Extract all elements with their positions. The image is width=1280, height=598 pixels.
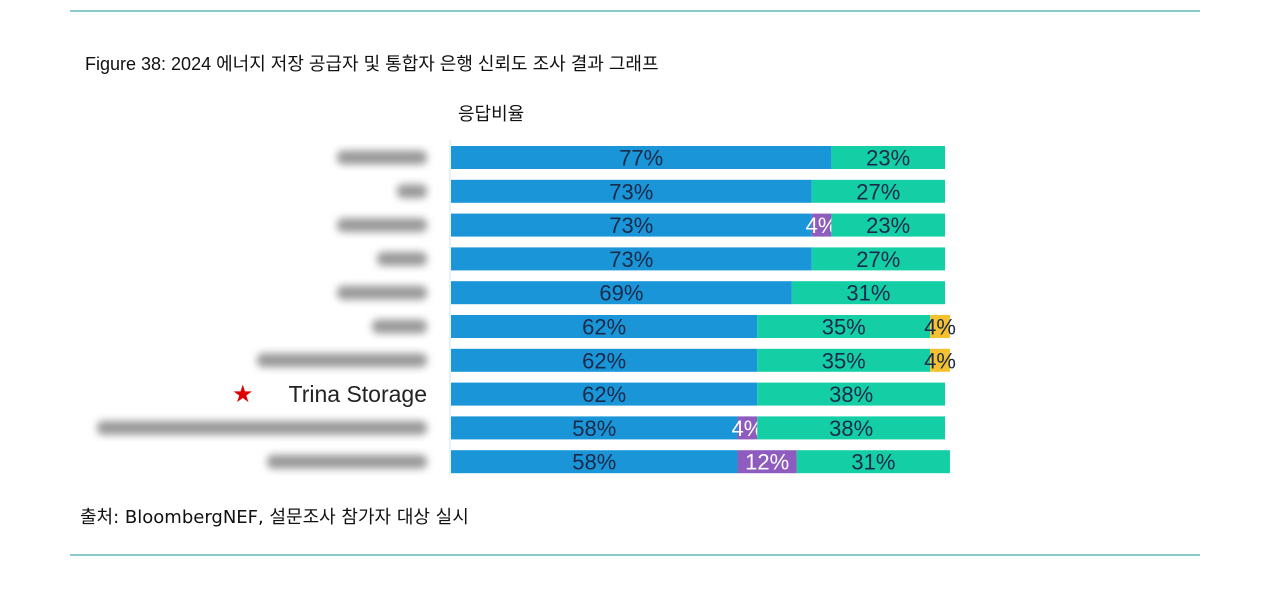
data-label: 38% (829, 382, 873, 407)
data-label: 73% (609, 247, 653, 272)
data-label: 12% (745, 450, 789, 475)
bottom-rule (70, 554, 1200, 556)
bar-segment (930, 315, 950, 338)
bar-segment (757, 315, 931, 338)
bar-segment (831, 146, 945, 169)
blurred-category-label (377, 251, 427, 266)
bar-segment (757, 348, 931, 372)
bar-segment (451, 450, 738, 474)
data-label: 77% (619, 146, 663, 171)
blurred-category-label (257, 353, 427, 368)
data-label: 35% (822, 315, 866, 340)
bar-segment (831, 213, 945, 237)
data-label: 23% (866, 146, 910, 171)
chart-subtitle: 응답비율 (458, 104, 525, 125)
data-label: 27% (856, 179, 900, 204)
source-note: 출처: BloombergNEF, 설문조사 참가자 대상 실시 (80, 507, 469, 528)
bar-segment (930, 348, 950, 372)
bar-segment (451, 213, 812, 237)
red-star-icon: ★ (232, 380, 254, 408)
bar-segment (737, 416, 758, 440)
bar-segment (791, 281, 945, 305)
blurred-category-label (397, 184, 427, 199)
top-rule (70, 10, 1200, 12)
data-label: 62% (582, 348, 626, 373)
data-label: 4% (924, 348, 956, 373)
bar-segment (451, 247, 812, 271)
bar-segment (811, 247, 945, 271)
blurred-category-label (97, 420, 427, 435)
bar-segment (451, 315, 758, 338)
data-label: 31% (851, 450, 895, 475)
data-label: 58% (572, 450, 616, 475)
data-label: 27% (856, 247, 900, 272)
bar-segment (451, 146, 832, 169)
data-label: 73% (609, 179, 653, 204)
bar-segment (451, 179, 812, 203)
data-label: 35% (822, 348, 866, 373)
data-label: 38% (829, 416, 873, 441)
blurred-category-label (337, 218, 427, 233)
data-label: 73% (609, 213, 653, 238)
data-label: 23% (866, 213, 910, 238)
data-label: 69% (599, 281, 643, 306)
bar-segment (451, 281, 792, 305)
bar-segment (451, 348, 758, 372)
blurred-category-label (337, 150, 427, 165)
blurred-category-label (267, 454, 427, 469)
bar-segment (757, 382, 945, 406)
blurred-category-label (372, 319, 427, 334)
bar-segment (451, 416, 738, 440)
data-label: 4% (924, 315, 956, 340)
bar-segment (811, 179, 945, 203)
bar-segment (737, 450, 797, 474)
data-label: 58% (572, 416, 616, 441)
figure-title: Figure 38: 2024 에너지 저장 공급자 및 통합자 은행 신뢰도 … (85, 54, 659, 74)
category-label: Trina Storage (289, 381, 428, 407)
data-label: 62% (582, 382, 626, 407)
data-label: 62% (582, 315, 626, 340)
blurred-category-label (337, 285, 427, 300)
data-label: 31% (846, 281, 890, 306)
bar-segment (811, 213, 832, 237)
bar-segment (757, 416, 945, 440)
bar-segment (451, 382, 758, 406)
bar-segment (796, 450, 950, 474)
